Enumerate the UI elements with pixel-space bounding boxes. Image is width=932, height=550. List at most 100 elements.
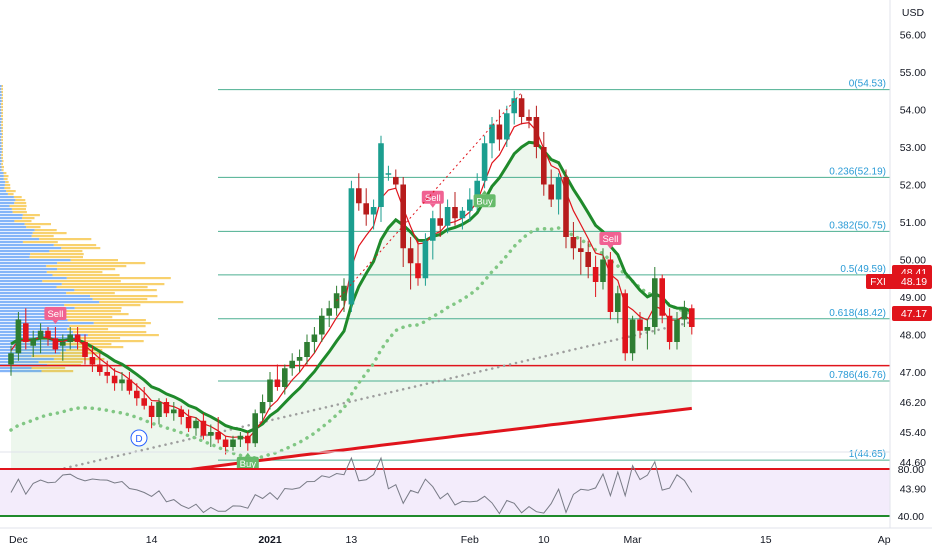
candle[interactable] — [289, 353, 295, 376]
candle[interactable] — [126, 372, 133, 395]
signal-label: Sell — [602, 234, 618, 245]
candle[interactable] — [222, 435, 229, 455]
candle[interactable] — [15, 312, 22, 361]
candle[interactable] — [592, 255, 599, 297]
candle[interactable] — [400, 177, 406, 267]
time-axis[interactable]: Dec 14 2021 13 Feb 10 Mar 15 Ap — [0, 527, 932, 546]
candle[interactable] — [356, 173, 362, 211]
candle[interactable] — [97, 353, 103, 376]
candle[interactable] — [30, 330, 36, 357]
candle[interactable] — [629, 315, 636, 361]
candles[interactable] — [8, 90, 695, 455]
candle[interactable] — [615, 285, 621, 324]
candle[interactable] — [585, 240, 591, 279]
candle[interactable] — [274, 364, 281, 391]
candle[interactable] — [252, 409, 258, 448]
candle[interactable] — [282, 364, 288, 395]
candle[interactable] — [104, 360, 110, 384]
candle[interactable] — [74, 327, 81, 350]
candle[interactable] — [171, 402, 177, 421]
candle[interactable] — [518, 94, 525, 125]
candle[interactable] — [622, 289, 628, 361]
candle[interactable] — [666, 308, 673, 350]
candle[interactable] — [208, 424, 214, 448]
candle[interactable] — [82, 334, 88, 365]
candle[interactable] — [467, 188, 473, 222]
candle[interactable] — [193, 417, 199, 436]
candle[interactable] — [652, 267, 658, 335]
candle[interactable] — [185, 409, 192, 433]
candle[interactable] — [555, 173, 562, 215]
candle[interactable] — [637, 312, 643, 339]
candle[interactable] — [319, 308, 325, 342]
candle[interactable] — [178, 405, 184, 425]
candle[interactable] — [341, 278, 347, 312]
candle[interactable] — [689, 304, 695, 335]
candle[interactable] — [644, 319, 651, 350]
candle[interactable] — [481, 135, 488, 189]
candle[interactable] — [67, 327, 73, 350]
candle[interactable] — [415, 240, 421, 286]
candle[interactable] — [215, 417, 221, 444]
candle[interactable] — [422, 233, 429, 286]
candle[interactable] — [370, 199, 377, 230]
candle[interactable] — [52, 327, 59, 354]
candle[interactable] — [437, 203, 443, 237]
candle[interactable] — [496, 109, 503, 151]
candle[interactable] — [681, 300, 688, 327]
candle[interactable] — [378, 135, 384, 222]
candle[interactable] — [533, 105, 540, 159]
candle[interactable] — [504, 105, 510, 147]
candle[interactable] — [674, 312, 680, 350]
dividend-marker[interactable]: D — [130, 429, 148, 447]
candle[interactable] — [296, 349, 303, 373]
candle[interactable] — [548, 169, 554, 208]
candle[interactable] — [23, 308, 29, 350]
candle[interactable] — [541, 132, 547, 196]
candle[interactable] — [659, 274, 665, 324]
candle[interactable] — [267, 372, 273, 410]
dividend-label: D — [135, 434, 142, 445]
candle[interactable] — [111, 368, 118, 391]
candle[interactable] — [37, 323, 44, 354]
candle[interactable] — [607, 252, 614, 320]
candle[interactable] — [526, 109, 532, 129]
candle[interactable] — [230, 435, 236, 451]
candle[interactable] — [563, 169, 569, 249]
candle[interactable] — [333, 285, 340, 316]
candle[interactable] — [200, 413, 207, 440]
sell-signal: Sell — [421, 190, 444, 208]
candle[interactable] — [578, 237, 584, 275]
candle[interactable] — [570, 222, 577, 260]
candle[interactable] — [148, 402, 155, 429]
candle[interactable] — [304, 334, 310, 365]
candle[interactable] — [459, 207, 466, 230]
candle[interactable] — [311, 327, 318, 354]
candle[interactable] — [45, 327, 51, 346]
candle[interactable] — [600, 248, 606, 290]
candle[interactable] — [363, 188, 369, 226]
candle[interactable] — [141, 387, 147, 410]
candle[interactable] — [237, 432, 244, 447]
candle[interactable] — [511, 90, 517, 125]
candle[interactable] — [134, 383, 140, 406]
price-axis[interactable]: 56.00 55.00 54.00 53.00 52.00 51.00 50.00 49.00… — [866, 0, 932, 528]
candle[interactable] — [444, 199, 451, 234]
candle[interactable] — [407, 237, 414, 290]
candle[interactable] — [348, 180, 355, 312]
candle[interactable] — [489, 117, 495, 159]
candle[interactable] — [119, 372, 125, 391]
candle[interactable] — [452, 192, 458, 226]
candle[interactable] — [385, 165, 392, 181]
candle[interactable] — [259, 394, 266, 421]
candle[interactable] — [156, 398, 162, 425]
candle[interactable] — [89, 345, 96, 372]
candle[interactable] — [163, 398, 170, 417]
candle[interactable] — [393, 169, 399, 189]
candle[interactable] — [430, 210, 436, 260]
candle[interactable] — [245, 432, 251, 451]
candle[interactable] — [326, 300, 332, 327]
ticker-label: FXI — [870, 277, 886, 288]
candle[interactable] — [8, 345, 14, 376]
candle[interactable] — [60, 334, 66, 361]
